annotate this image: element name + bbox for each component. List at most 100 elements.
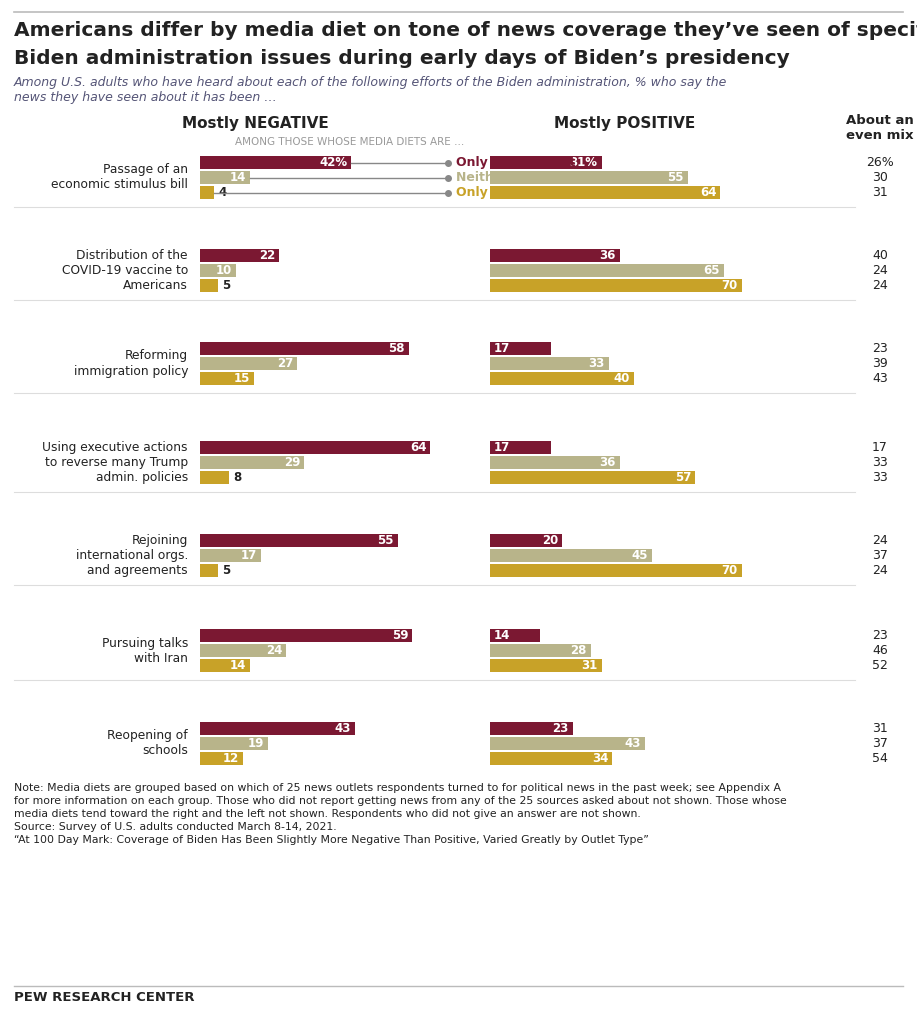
Bar bbox=[490, 456, 620, 469]
Text: Americans differ by media diet on tone of news coverage they’ve seen of specific: Americans differ by media diet on tone o… bbox=[14, 22, 917, 40]
Bar bbox=[200, 471, 229, 484]
Text: 46: 46 bbox=[872, 644, 888, 657]
Bar bbox=[200, 722, 355, 735]
Text: About an
even mix: About an even mix bbox=[846, 114, 914, 142]
Text: 43: 43 bbox=[872, 372, 888, 385]
Text: Only on the left: Only on the left bbox=[457, 186, 566, 199]
Text: 8: 8 bbox=[233, 471, 241, 484]
Text: for more information on each group. Those who did not report getting news from a: for more information on each group. Thos… bbox=[14, 796, 787, 806]
Text: 42%: 42% bbox=[319, 156, 348, 169]
Bar bbox=[200, 549, 261, 562]
Text: 23: 23 bbox=[872, 629, 888, 642]
Text: 24: 24 bbox=[872, 534, 888, 547]
Bar bbox=[200, 279, 218, 292]
Text: 59: 59 bbox=[392, 629, 408, 642]
Bar bbox=[490, 186, 721, 199]
Text: 30: 30 bbox=[872, 171, 888, 184]
Text: 55: 55 bbox=[668, 171, 684, 184]
Text: 4: 4 bbox=[218, 186, 226, 199]
Text: 24: 24 bbox=[266, 644, 282, 657]
Text: 23: 23 bbox=[553, 722, 569, 735]
Bar bbox=[490, 156, 602, 169]
Bar bbox=[490, 279, 742, 292]
Text: 31%: 31% bbox=[569, 156, 598, 169]
Text: 31: 31 bbox=[872, 186, 888, 199]
Text: 58: 58 bbox=[388, 342, 404, 355]
Bar bbox=[200, 752, 243, 765]
Text: 39: 39 bbox=[872, 357, 888, 370]
Bar bbox=[490, 534, 562, 547]
Text: Among U.S. adults who have heard about each of the following efforts of the Bide: Among U.S. adults who have heard about e… bbox=[14, 76, 727, 104]
Text: Passage of an
economic stimulus bill: Passage of an economic stimulus bill bbox=[51, 164, 188, 191]
Bar bbox=[490, 737, 645, 750]
Text: Rejoining
international orgs.
and agreements: Rejoining international orgs. and agreem… bbox=[75, 534, 188, 577]
Bar bbox=[200, 564, 218, 577]
Text: Reopening of
schools: Reopening of schools bbox=[107, 729, 188, 758]
Text: Note: Media diets are grouped based on which of 25 news outlets respondents turn: Note: Media diets are grouped based on w… bbox=[14, 783, 781, 793]
Bar bbox=[490, 564, 742, 577]
Text: Source: Survey of U.S. adults conducted March 8-14, 2021.: Source: Survey of U.S. adults conducted … bbox=[14, 822, 337, 831]
Bar bbox=[200, 456, 304, 469]
Text: Reforming
immigration policy: Reforming immigration policy bbox=[73, 349, 188, 378]
Bar bbox=[200, 644, 286, 657]
Text: 5: 5 bbox=[222, 279, 230, 292]
Text: 45: 45 bbox=[632, 549, 648, 562]
Text: 54: 54 bbox=[872, 752, 888, 765]
Text: 17: 17 bbox=[494, 441, 510, 454]
Text: 14: 14 bbox=[494, 629, 511, 642]
Text: 64: 64 bbox=[700, 186, 716, 199]
Text: 17: 17 bbox=[241, 549, 257, 562]
Text: 19: 19 bbox=[248, 737, 264, 750]
Text: 36: 36 bbox=[599, 249, 615, 262]
Text: 31: 31 bbox=[581, 659, 598, 672]
Text: Neither left nor right: Neither left nor right bbox=[457, 171, 603, 184]
Text: 64: 64 bbox=[410, 441, 426, 454]
Bar bbox=[490, 752, 613, 765]
Text: 33: 33 bbox=[872, 471, 888, 484]
Bar bbox=[490, 372, 634, 385]
Text: 70: 70 bbox=[722, 279, 738, 292]
Bar bbox=[200, 372, 254, 385]
Text: 15: 15 bbox=[234, 372, 250, 385]
Bar bbox=[490, 357, 609, 370]
Text: 10: 10 bbox=[215, 264, 232, 278]
Text: AMONG THOSE WHOSE MEDIA DIETS ARE …: AMONG THOSE WHOSE MEDIA DIETS ARE … bbox=[235, 137, 464, 147]
Bar bbox=[200, 156, 351, 169]
Text: 43: 43 bbox=[335, 722, 351, 735]
Bar bbox=[490, 342, 551, 355]
Bar bbox=[490, 629, 540, 642]
Text: 70: 70 bbox=[722, 564, 738, 577]
Text: media diets tend toward the right and the left not shown. Respondents who did no: media diets tend toward the right and th… bbox=[14, 809, 641, 819]
Bar bbox=[490, 441, 551, 454]
Bar bbox=[200, 249, 279, 262]
Bar bbox=[490, 549, 652, 562]
Text: 55: 55 bbox=[378, 534, 394, 547]
Text: 33: 33 bbox=[872, 456, 888, 469]
Text: 37: 37 bbox=[872, 549, 888, 562]
Text: 26%: 26% bbox=[867, 156, 894, 169]
Text: 29: 29 bbox=[284, 456, 301, 469]
Text: Biden administration issues during early days of Biden’s presidency: Biden administration issues during early… bbox=[14, 49, 790, 68]
Text: 40: 40 bbox=[872, 249, 888, 262]
Bar bbox=[200, 441, 430, 454]
Text: 65: 65 bbox=[703, 264, 720, 278]
Text: 52: 52 bbox=[872, 659, 888, 672]
Text: “At 100 Day Mark: Coverage of Biden Has Been Slightly More Negative Than Positiv: “At 100 Day Mark: Coverage of Biden Has … bbox=[14, 835, 649, 845]
Bar bbox=[490, 644, 591, 657]
Text: 28: 28 bbox=[570, 644, 587, 657]
Text: 33: 33 bbox=[589, 357, 605, 370]
Text: 14: 14 bbox=[230, 171, 247, 184]
Text: 17: 17 bbox=[494, 342, 510, 355]
Bar bbox=[490, 171, 688, 184]
Bar bbox=[490, 264, 724, 278]
Text: 24: 24 bbox=[872, 564, 888, 577]
Text: Only on the right: Only on the right bbox=[457, 156, 576, 169]
Text: 17: 17 bbox=[872, 441, 888, 454]
Text: 34: 34 bbox=[592, 752, 608, 765]
Text: 24: 24 bbox=[872, 264, 888, 278]
Text: 27: 27 bbox=[277, 357, 293, 370]
Bar bbox=[490, 659, 602, 672]
Text: 12: 12 bbox=[223, 752, 239, 765]
Bar bbox=[200, 737, 269, 750]
Text: Using executive actions
to reverse many Trump
admin. policies: Using executive actions to reverse many … bbox=[42, 441, 188, 484]
